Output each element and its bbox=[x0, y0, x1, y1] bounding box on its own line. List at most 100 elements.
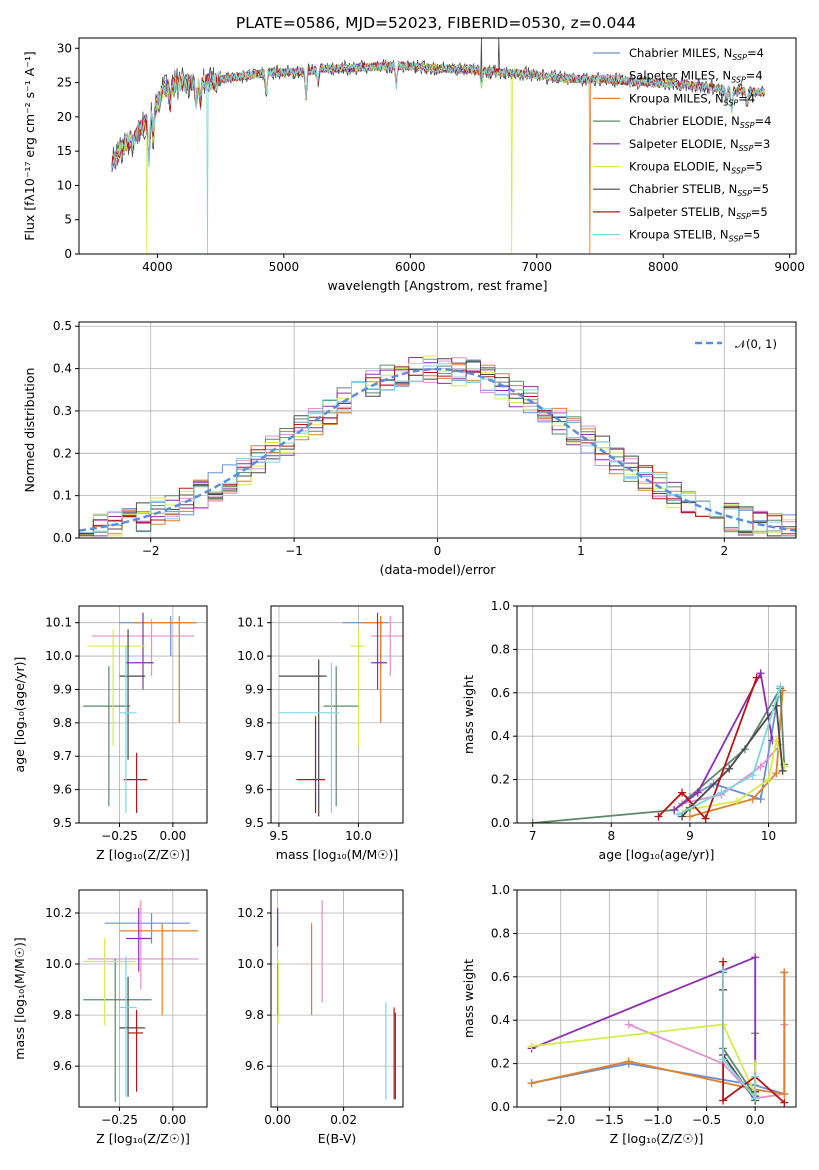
x-tick-label: 9000 bbox=[774, 260, 805, 274]
y-tick-label: 9.5 bbox=[53, 816, 72, 830]
point-marker bbox=[772, 769, 781, 778]
legend-label-main: Chabrier ELODIE, N bbox=[629, 114, 740, 128]
legend-label-sub: SSP bbox=[724, 98, 739, 107]
histogram-salpeter-elodie bbox=[79, 357, 796, 537]
legend-label: Salpeter STELIB, NSSP=5 bbox=[629, 205, 768, 221]
point-marker bbox=[674, 810, 683, 819]
point-marker bbox=[748, 795, 757, 804]
point-marker bbox=[778, 766, 787, 775]
legend-label: Salpeter ELODIE, NSSP=3 bbox=[629, 137, 770, 153]
x-tick-label: 0.00 bbox=[160, 829, 187, 843]
point-marker bbox=[693, 788, 702, 797]
y-tick-label: 0.6 bbox=[491, 686, 510, 700]
legend-label-suffix: =5 bbox=[743, 228, 760, 242]
point-marker bbox=[719, 966, 728, 975]
series-line bbox=[681, 744, 781, 805]
y-tick-label: 10.2 bbox=[237, 906, 264, 920]
point-marker bbox=[733, 797, 742, 806]
y-tick-label: 9.7 bbox=[53, 749, 72, 763]
legend-label-main: Salpeter STELIB, N bbox=[629, 205, 736, 219]
point-marker bbox=[756, 795, 765, 804]
x-tick-label: −2.0 bbox=[546, 1113, 575, 1127]
legend-label: Chabrier STELIB, NSSP=5 bbox=[629, 182, 769, 198]
x-tick-label: 0.00 bbox=[160, 1113, 187, 1127]
x-axis-label: Z [log₁₀(Z/Z☉)] bbox=[96, 847, 190, 862]
y-tick-label: 10.0 bbox=[45, 957, 72, 971]
legend-label: Chabrier ELODIE, NSSP=4 bbox=[629, 114, 771, 130]
y-tick-label: 10.1 bbox=[237, 616, 264, 630]
gaussian-curve bbox=[79, 367, 796, 532]
y-tick-label: 9.9 bbox=[245, 682, 264, 696]
x-tick-label: 7000 bbox=[521, 260, 552, 274]
legend-label-main: Kroupa STELIB, N bbox=[629, 228, 729, 242]
point-marker bbox=[780, 1098, 789, 1107]
y-tick-label: 0.3 bbox=[53, 404, 72, 418]
y-tick-label: 5 bbox=[64, 213, 72, 227]
point-marker bbox=[685, 812, 694, 821]
point-marker bbox=[678, 788, 687, 797]
axes-border bbox=[78, 605, 208, 824]
spectrum-line-kroupa-stelib bbox=[111, 61, 765, 254]
legend-label: Salpeter MILES, NSSP=4 bbox=[629, 69, 763, 85]
y-tick-label: 10.2 bbox=[45, 906, 72, 920]
errorbar-chabrier-elodie bbox=[323, 666, 359, 807]
legend-label-main: Salpeter MILES, N bbox=[629, 69, 731, 83]
figure-title: PLATE=0586, MJD=52023, FIBERID=0530, z=0… bbox=[236, 14, 636, 32]
y-tick-label: 9.9 bbox=[53, 682, 72, 696]
plot-area bbox=[83, 900, 199, 1102]
point-marker bbox=[528, 819, 537, 823]
legend-label-suffix: =5 bbox=[746, 160, 763, 174]
legend-label-sub: SSP bbox=[729, 235, 744, 244]
plot-area bbox=[277, 900, 397, 1100]
point-marker bbox=[654, 812, 663, 821]
point-marker bbox=[752, 673, 761, 682]
panel-residuals: −2 −1 0 1 2 0.0 0.1 0.2 0.3 0.4 0.5 (data-model)/er… bbox=[22, 319, 797, 577]
axes-border bbox=[270, 605, 404, 824]
point-marker bbox=[751, 1059, 760, 1068]
y-tick-label: 0.0 bbox=[53, 531, 72, 545]
x-axis-label: Z [log₁₀(Z/Z☉)] bbox=[96, 1131, 190, 1146]
plot-area bbox=[278, 612, 403, 817]
x-tick-label: −2 bbox=[142, 544, 160, 558]
legend-label: 𝒩(0, 1) bbox=[735, 337, 777, 351]
panel-mass_weight_vs_Z: −2.0 −1.5 −1.0 −0.5 0.0 0.0 0.2 0.4 0.6 0.8 1.0 Z [… bbox=[461, 883, 797, 1146]
axes-frame: 0.00 0.02 9.6 9.8 10.0 10.2 E(B-V) bbox=[237, 889, 404, 1146]
errorbar-chabrier-elodie bbox=[83, 666, 131, 807]
plot-area bbox=[83, 612, 197, 813]
errorbar-salpeter-miles bbox=[371, 616, 403, 677]
point-marker bbox=[751, 1072, 760, 1081]
errorbar-salpeter-stelib bbox=[296, 716, 326, 813]
x-tick-label: −1 bbox=[285, 544, 303, 558]
legend-label-suffix: =4 bbox=[738, 91, 755, 105]
x-tick-label: 8 bbox=[607, 829, 615, 843]
y-tick-label: 10.0 bbox=[45, 649, 72, 663]
legend-label-sub: SSP bbox=[731, 167, 746, 176]
x-tick-label: −0.5 bbox=[692, 1113, 721, 1127]
panel-age_vs_mass: 9.5 10.0 9.5 9.6 9.7 9.8 9.9 10.0 10.1 mass [log₁… bbox=[237, 605, 404, 862]
errorbar-chabrier-elodie bbox=[83, 958, 152, 1102]
series-line bbox=[722, 970, 757, 1101]
y-tick-label: 0.2 bbox=[53, 446, 72, 460]
y-tick-label: 9.7 bbox=[245, 749, 264, 763]
errorbar-kroupa-stelib bbox=[119, 646, 137, 813]
axes-border bbox=[270, 889, 404, 1108]
y-tick-label: 9.8 bbox=[53, 1008, 72, 1022]
y-tick-label: 1.0 bbox=[491, 883, 510, 897]
y-tick-label: 9.8 bbox=[245, 1008, 264, 1022]
axes-border bbox=[78, 37, 797, 255]
errorbar-salpeter-elodie bbox=[125, 907, 152, 972]
series-line bbox=[673, 670, 774, 811]
legend-label: Kroupa MILES, NSSP=4 bbox=[629, 91, 755, 107]
plot-area bbox=[79, 355, 796, 537]
point-marker bbox=[719, 957, 728, 966]
panel-mass_vs_ebv: 0.00 0.02 9.6 9.8 10.0 10.2 E(B-V) bbox=[237, 889, 404, 1146]
point-marker bbox=[527, 1079, 536, 1088]
legend-label-suffix: =5 bbox=[751, 205, 768, 219]
x-tick-label: −0.25 bbox=[101, 1113, 138, 1127]
legend-label-sub: SSP bbox=[732, 53, 747, 62]
axes-frame: 7 8 9 10 0.0 0.2 0.4 0.6 0.8 1.0 age [log₁₀(age/yr… bbox=[461, 599, 797, 862]
y-axis-label: mass [log₁₀(M/M☉)] bbox=[12, 937, 27, 1059]
y-tick-label: 10.0 bbox=[237, 957, 264, 971]
point-marker bbox=[670, 805, 679, 814]
series-kroupa-stelib bbox=[719, 966, 760, 1103]
